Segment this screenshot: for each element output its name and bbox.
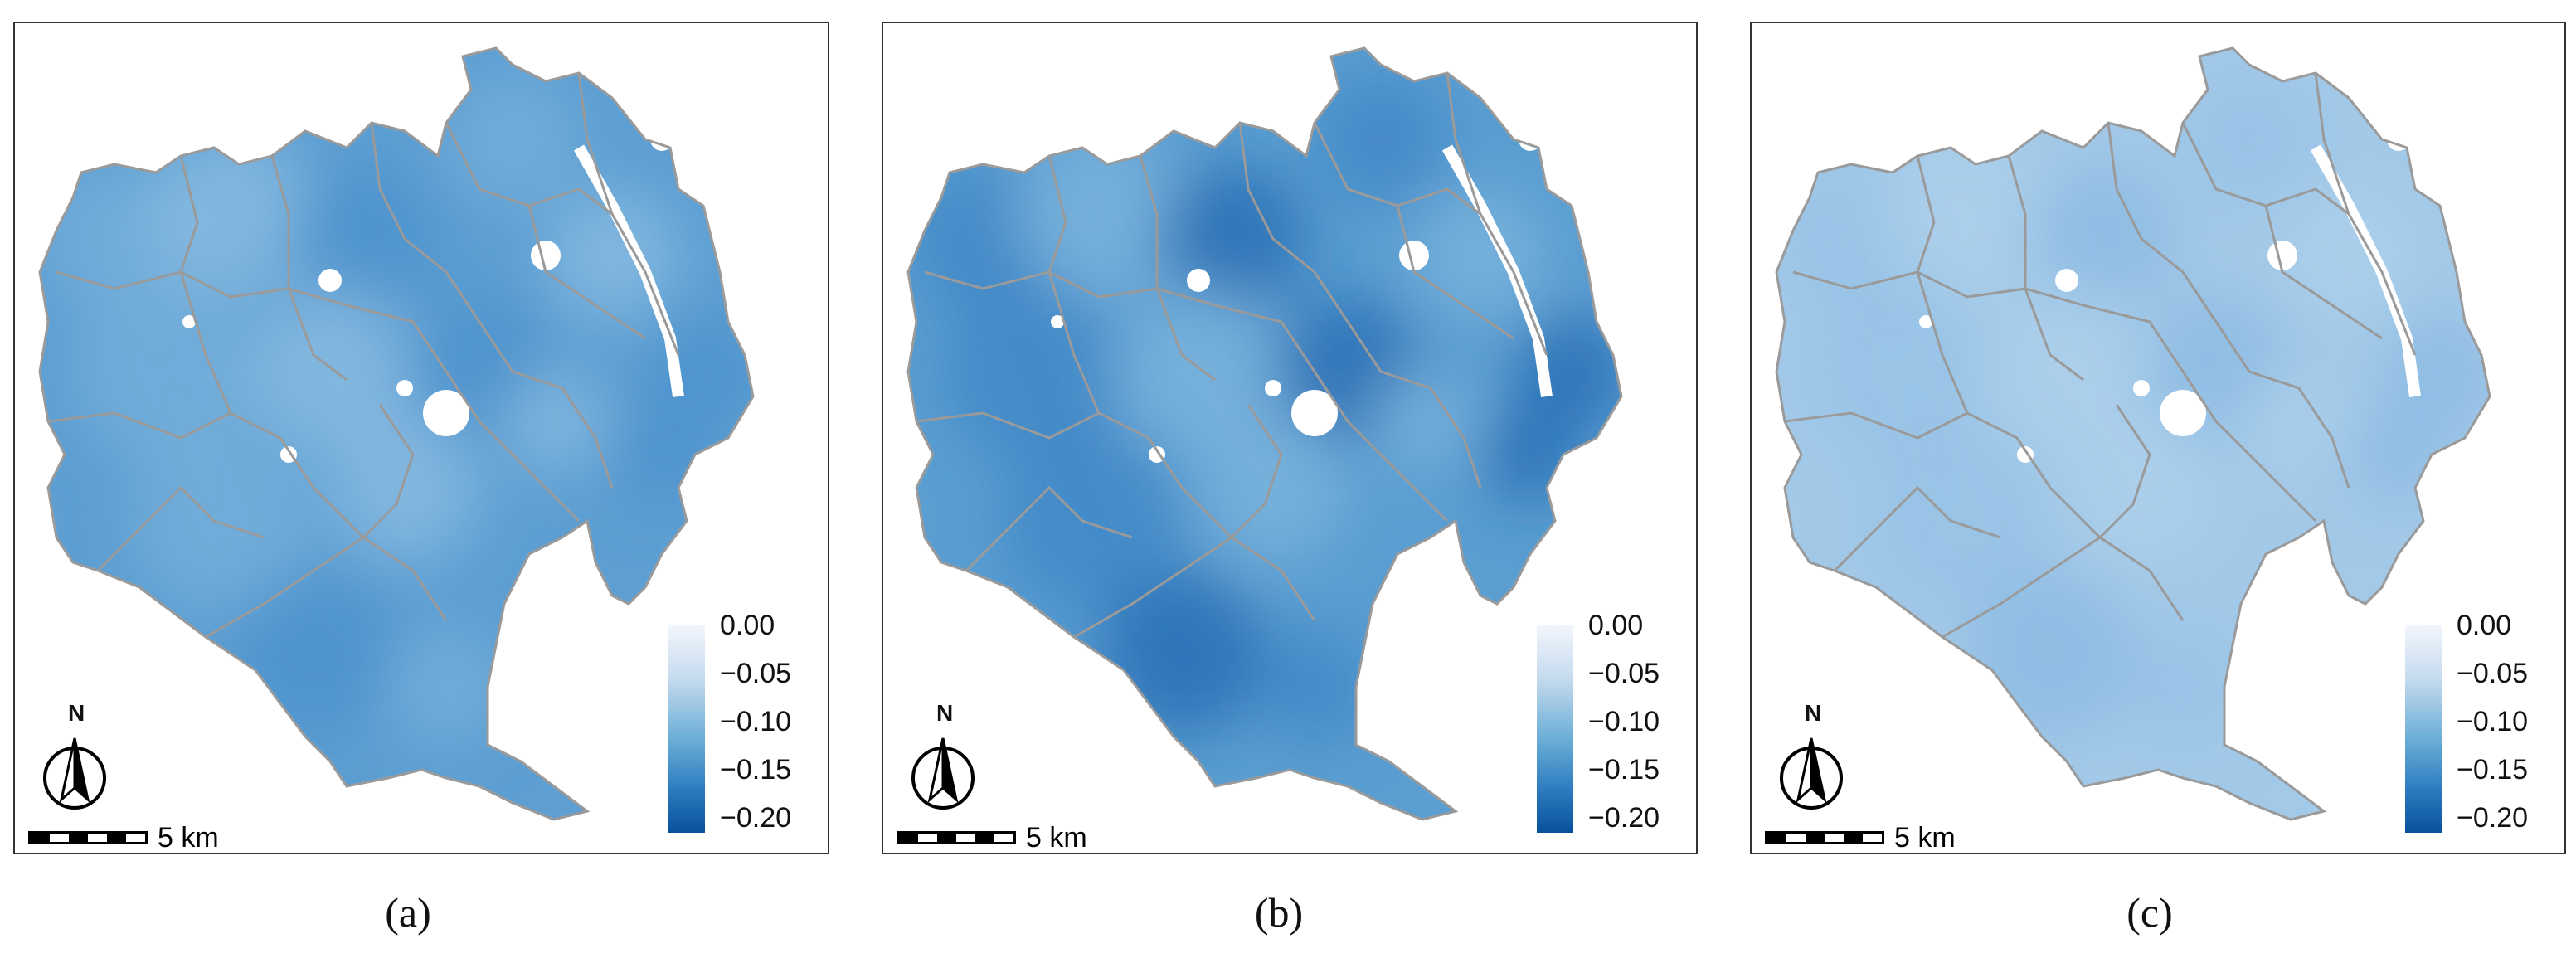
legend-tick: −0.20 [2405,801,2528,834]
legend-tick: 0.00 [668,609,775,642]
choropleth-fill [40,48,753,820]
legend-colorbar [668,625,705,833]
choropleth-fill [1776,48,2490,820]
legend-tick: −0.10 [1537,705,1660,738]
map-area-c [1775,46,2491,821]
legend-tick: −0.15 [1537,753,1660,786]
map-panel-a: N 5 km 0.00 −0.05 −0.10 −0.15 −0.20 [13,22,829,854]
legend-tick: −0.20 [1537,801,1660,834]
legend-tick: −0.05 [668,657,791,690]
scale-label: 5 km [158,822,219,854]
legend-tick: −0.10 [668,705,791,738]
legend-tick: −0.15 [668,753,791,786]
legend-tick: −0.20 [668,801,791,834]
scale-bar: 5 km [1765,821,1981,854]
scale-bar-blocks [28,831,148,844]
legend-colorbar [2405,625,2442,833]
ward-boundaries [1775,46,2491,821]
ward-boundaries [906,46,1623,821]
legend-tick: 0.00 [1537,609,1643,642]
scale-bar: 5 km [28,821,244,854]
caption-b: (b) [1254,889,1304,936]
caption-a: (a) [385,889,431,936]
legend-tick: −0.05 [1537,657,1660,690]
north-arrow-icon [911,737,975,810]
north-label: N [936,700,954,726]
scale-label: 5 km [1894,822,1956,854]
legend-tick: −0.05 [2405,657,2528,690]
map-area-a [38,46,755,821]
north-arrow-icon [43,737,106,810]
map-panel-b: N 5 km 0.00 −0.05 −0.10 −0.15 −0.20 [882,22,1698,854]
choropleth-fill [908,48,1621,820]
map-area-b [906,46,1623,821]
ward-boundaries [38,46,755,821]
north-arrow: N [908,700,983,816]
color-legend: 0.00 −0.05 −0.10 −0.15 −0.20 [1537,610,1670,834]
legend-tick: −0.15 [2405,753,2528,786]
color-legend: 0.00 −0.05 −0.10 −0.15 −0.20 [668,610,801,834]
north-arrow: N [40,700,114,816]
map-panel-c: N 5 km 0.00 −0.05 −0.10 −0.15 −0.20 [1750,22,2566,854]
north-label: N [1805,700,1822,726]
color-legend: 0.00 −0.05 −0.10 −0.15 −0.20 [2405,610,2538,834]
legend-colorbar [1537,625,1573,833]
north-arrow-icon [1780,737,1843,810]
caption-c: (c) [2126,889,2173,936]
legend-tick: 0.00 [2405,609,2511,642]
north-arrow: N [1776,700,1851,816]
scale-label: 5 km [1026,822,1087,854]
legend-tick: −0.10 [2405,705,2528,738]
north-label: N [68,700,85,726]
scale-bar-blocks [897,831,1016,844]
scale-bar: 5 km [897,821,1112,854]
scale-bar-blocks [1765,831,1884,844]
